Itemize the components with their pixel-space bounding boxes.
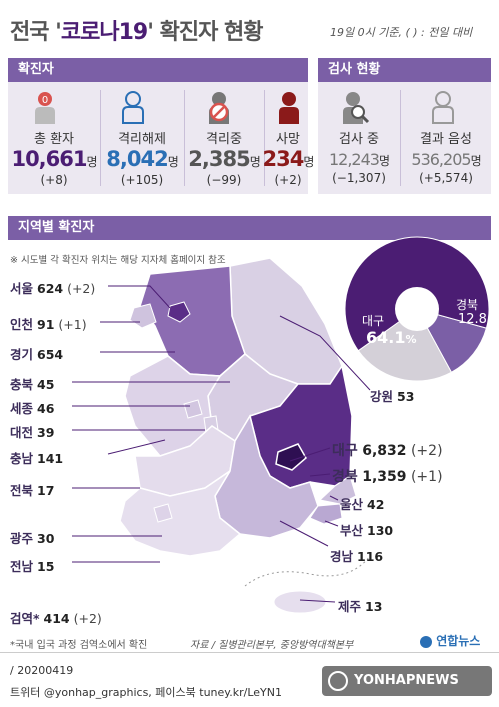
stat-negative-value: 536,205명	[411, 150, 481, 169]
region-chungnam: 충남 141	[10, 451, 64, 466]
person-prohibited-icon	[209, 92, 229, 124]
region-jeonnam: 전남 15	[10, 559, 55, 574]
region-busan: 부산 130	[340, 523, 394, 538]
page-title: 전국 '코로나19' 확진자 현황	[10, 20, 263, 45]
region-jeonbuk: 전북 17	[10, 483, 55, 498]
pie-slice-gyeongbuk	[415, 308, 488, 373]
stat-testing-value: 12,243명	[328, 150, 390, 169]
source: 자료 / 질병관리본부, 중앙방역대책본부	[190, 640, 354, 651]
stat-released-value: 8,042명	[106, 147, 178, 171]
stat-testing: 검사 중 12,243명 (−1,307)	[320, 128, 398, 185]
region-daegu: 대구 6,832 (+2)	[332, 443, 443, 459]
person-outline-gray-icon	[432, 91, 454, 124]
section-tests-header: 검사 현황	[318, 58, 491, 82]
stat-total-value: 10,661명	[11, 147, 97, 171]
person-search-icon	[343, 92, 370, 124]
region-quarantine: 검역* 414 (+2)	[10, 611, 102, 626]
stat-isolated: 격리중 2,385명 (−99)	[184, 128, 264, 187]
region-sejong: 세종 46	[10, 401, 55, 416]
stat-released: 격리해제 8,042명 (+105)	[100, 128, 184, 187]
page-subtitle: 19일 0시 기준, ( ) : 전일 대비	[330, 26, 473, 39]
section-regional-header: 지역별 확진자	[8, 216, 491, 240]
stat-negative-label: 결과 음성	[420, 132, 472, 147]
share-pie	[344, 236, 490, 382]
region-seoul: 서울 624 (+2)	[10, 281, 96, 296]
region-gyeongnam: 경남 116	[330, 549, 384, 564]
stat-released-change: (+105)	[120, 173, 164, 187]
confirmed-panel	[8, 82, 308, 194]
date: / 20200419	[10, 664, 74, 677]
stat-deaths: 사망 234명 (+2)	[262, 128, 315, 187]
stat-testing-label: 검사 중	[338, 132, 379, 147]
stat-total: 총 환자 10,661명 (+8)	[10, 128, 98, 187]
watermark-icon	[328, 671, 348, 691]
person-zero-icon: 0	[35, 92, 55, 124]
footnote: *국내 입국 과정 검역소에서 확진	[10, 640, 148, 651]
korea-map	[120, 257, 371, 614]
region-gwangju: 광주 30	[10, 531, 55, 546]
watermark-logo: YONHAPNEWS	[322, 666, 492, 696]
person-dark-icon	[279, 92, 299, 124]
stat-deaths-change: (+2)	[274, 173, 302, 187]
region-jeju: 제주 13	[338, 599, 383, 614]
stat-total-label: 총 환자	[33, 132, 74, 147]
person-outline-icon	[122, 91, 144, 124]
pie-gyeongbuk-label: 경북	[456, 298, 479, 312]
region-daejeon: 대전 39	[10, 425, 55, 440]
stat-isolated-change: (−99)	[206, 173, 242, 187]
stat-deaths-value: 234명	[262, 147, 315, 171]
stat-total-change: (+8)	[40, 173, 68, 187]
stat-isolated-value: 2,385명	[188, 147, 260, 171]
region-gyeongbuk: 경북 1,359 (+1)	[332, 469, 443, 485]
social-links: 트위터 @yonhap_graphics, 페이스북 tuney.kr/LeYN…	[10, 686, 282, 699]
brand-icon	[420, 635, 432, 648]
stat-negative: 결과 음성 536,205명 (+5,574)	[400, 128, 492, 185]
section-confirmed-header: 확진자	[8, 58, 308, 82]
pie-gyeongbuk-pct: 12.8	[458, 312, 487, 327]
svg-text:0: 0	[42, 95, 48, 106]
leader-lines	[72, 285, 371, 603]
region-gangwon: 강원 53	[370, 389, 415, 404]
stat-isolated-label: 격리중	[206, 132, 242, 147]
pie-daegu-pct: 64.1%	[366, 328, 417, 347]
regional-note: ※ 시도별 각 확진자 위치는 해당 지자체 홈페이지 참조	[10, 255, 226, 266]
stat-released-label: 격리해제	[118, 132, 166, 147]
region-chungbuk: 충북 45	[10, 377, 55, 392]
stat-deaths-label: 사망	[276, 132, 300, 147]
pie-slice-rest	[357, 308, 453, 382]
stat-negative-change: (+5,574)	[419, 171, 473, 185]
stat-testing-change: (−1,307)	[332, 171, 386, 185]
brand-logo: 연합뉴스	[420, 632, 480, 649]
region-incheon: 인천 91 (+1)	[10, 317, 87, 332]
region-gyeonggi: 경기 654	[10, 347, 64, 362]
pie-daegu-label: 대구	[362, 314, 385, 328]
region-ulsan: 울산 42	[340, 497, 385, 512]
